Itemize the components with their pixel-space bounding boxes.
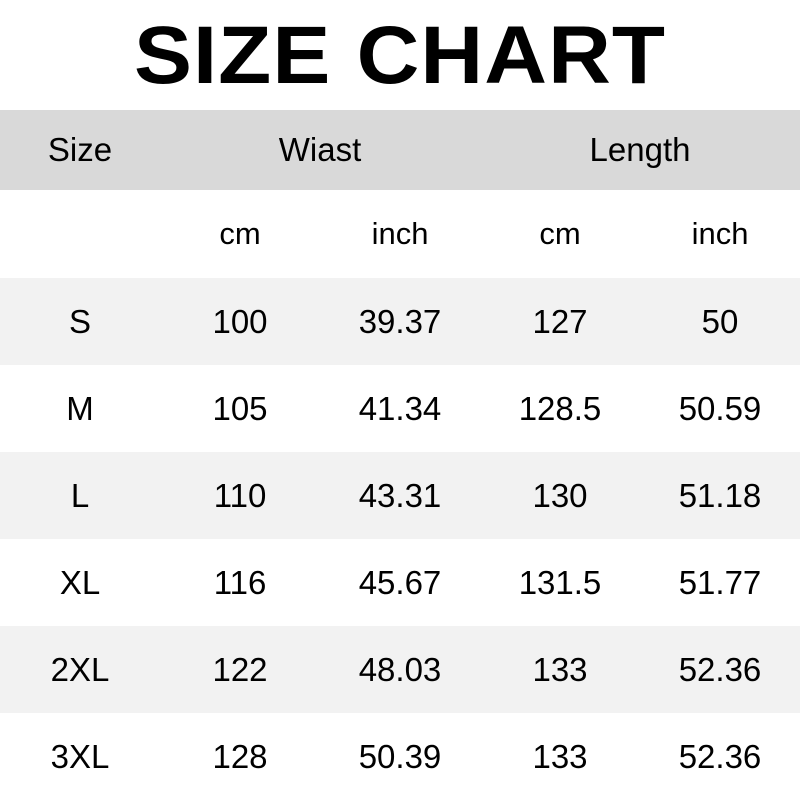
size-chart-table: Size Wiast Length cm inch cm inch S 100 …	[0, 110, 800, 800]
cell-length-cm: 127	[480, 278, 640, 365]
cell-length-inch: 50	[640, 278, 800, 365]
cell-length-inch: 50.59	[640, 365, 800, 452]
unit-cell-length-inch: inch	[640, 190, 800, 278]
cell-waist-inch: 41.34	[320, 365, 480, 452]
cell-length-cm: 131.5	[480, 539, 640, 626]
cell-length-cm: 128.5	[480, 365, 640, 452]
cell-waist-cm: 128	[160, 713, 320, 800]
page-title: SIZE CHART	[133, 10, 667, 101]
cell-waist-cm: 105	[160, 365, 320, 452]
table-row: M 105 41.34 128.5 50.59	[0, 365, 800, 452]
cell-length-cm: 130	[480, 452, 640, 539]
unit-cell-waist-cm: cm	[160, 190, 320, 278]
cell-length-cm: 133	[480, 626, 640, 713]
column-header-length: Length	[480, 110, 800, 190]
cell-length-inch: 52.36	[640, 626, 800, 713]
cell-waist-cm: 110	[160, 452, 320, 539]
cell-size: 2XL	[0, 626, 160, 713]
cell-waist-inch: 43.31	[320, 452, 480, 539]
cell-size: S	[0, 278, 160, 365]
cell-waist-cm: 100	[160, 278, 320, 365]
unit-cell-length-cm: cm	[480, 190, 640, 278]
table-row: XL 116 45.67 131.5 51.77	[0, 539, 800, 626]
unit-cell-waist-inch: inch	[320, 190, 480, 278]
cell-size: 3XL	[0, 713, 160, 800]
cell-waist-cm: 122	[160, 626, 320, 713]
cell-size: XL	[0, 539, 160, 626]
cell-waist-inch: 48.03	[320, 626, 480, 713]
cell-length-inch: 51.18	[640, 452, 800, 539]
cell-size: M	[0, 365, 160, 452]
unit-cell-size-blank	[0, 190, 160, 278]
cell-length-cm: 133	[480, 713, 640, 800]
table-row: 3XL 128 50.39 133 52.36	[0, 713, 800, 800]
cell-waist-inch: 39.37	[320, 278, 480, 365]
cell-waist-cm: 116	[160, 539, 320, 626]
table-unit-row: cm inch cm inch	[0, 190, 800, 278]
column-header-waist: Wiast	[160, 110, 480, 190]
cell-length-inch: 52.36	[640, 713, 800, 800]
cell-size: L	[0, 452, 160, 539]
table-row: S 100 39.37 127 50	[0, 278, 800, 365]
column-header-size: Size	[0, 110, 160, 190]
table-row: 2XL 122 48.03 133 52.36	[0, 626, 800, 713]
table-row: L 110 43.31 130 51.18	[0, 452, 800, 539]
table-header-row: Size Wiast Length	[0, 110, 800, 190]
cell-waist-inch: 45.67	[320, 539, 480, 626]
cell-length-inch: 51.77	[640, 539, 800, 626]
cell-waist-inch: 50.39	[320, 713, 480, 800]
title-area: SIZE CHART	[0, 0, 800, 110]
